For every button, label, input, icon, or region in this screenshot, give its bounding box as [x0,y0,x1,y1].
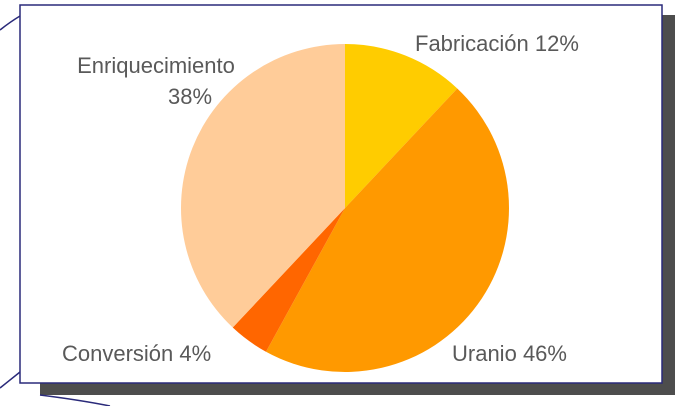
slice-label: Uranio 46% [452,341,567,366]
pie-slice [265,88,509,372]
slice-label: Conversión 4% [62,341,211,366]
slice-label: Enriquecimiento [77,53,235,78]
slice-value-label: 12% [535,31,579,56]
slice-value-label: 38% [168,84,212,109]
callout-edge [0,15,21,31]
callout-edge [0,371,111,406]
shadow [40,383,675,395]
pie-slice [181,44,345,328]
slice-value-label: 4% [179,341,211,366]
slice-value-label: 46% [523,341,567,366]
slice-label: Fabricación 12% [415,31,579,56]
slice-name: Conversión [62,341,173,366]
slice-name: Uranio [452,341,517,366]
slice-name: Fabricación [415,31,529,56]
pie-slice [232,208,345,352]
pie-slice [345,44,458,208]
pie [181,44,509,372]
